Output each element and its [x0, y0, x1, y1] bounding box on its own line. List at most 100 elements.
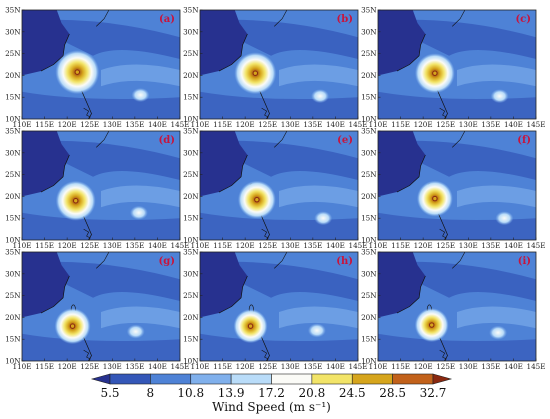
lat-tick-label: 30N: [5, 148, 20, 157]
lat-tick-label: 20N: [5, 192, 20, 201]
lon-tick-label: 120E: [414, 241, 433, 250]
lon-tick-label: 140E: [148, 362, 167, 371]
lat-tick-label: 35N: [5, 127, 20, 136]
lat-tick-label: 35N: [183, 6, 198, 15]
lon-tick-label: 140E: [148, 241, 167, 250]
lon-tick-label: 140E: [326, 362, 345, 371]
coastline: [396, 33, 426, 72]
typhoon-eye: [254, 196, 260, 203]
lat-tick-label: 35N: [5, 248, 20, 257]
wind-band: [279, 306, 358, 329]
philippines-coastline: [83, 228, 91, 239]
lon-tick-label: 115E: [391, 362, 410, 371]
colorbar: 5.5 8 10.8 13.9 17.2 20.8 24.5 28.5 32.7 Wind Spe…: [90, 373, 453, 414]
lon-tick-label: 135E: [125, 241, 144, 250]
lat-tick-label: 10N: [183, 236, 198, 245]
lon-tick-label: 125E: [436, 362, 455, 371]
lat-tick-label: 30N: [5, 269, 20, 278]
lon-tick-label: 115E: [213, 241, 232, 250]
lat-tick-label: 10N: [361, 115, 376, 124]
lon-tick-label: 125E: [80, 241, 99, 250]
land-mass: [200, 131, 248, 197]
lat-tick-label: 15N: [361, 214, 376, 223]
wind-band: [200, 91, 358, 119]
wind-band: [378, 91, 536, 119]
lon-tick-label: 110E: [369, 241, 388, 250]
lon-tick-label: 140E: [148, 120, 167, 129]
wind-band: [378, 333, 536, 361]
lon-tick-label: 135E: [481, 120, 500, 129]
lat-tick-label: 30N: [183, 148, 198, 157]
lat-tick-label: 10N: [5, 357, 20, 366]
philippines-coastline: [261, 228, 269, 239]
japan-coastline: [452, 10, 466, 27]
wind-band: [22, 91, 180, 119]
lon-tick-label: 115E: [35, 241, 54, 250]
lon-tick-label: 125E: [258, 241, 277, 250]
lat-tick-label: 20N: [5, 313, 20, 322]
lat-tick-label: 30N: [183, 269, 198, 278]
secondary-disturbance: [126, 324, 145, 339]
land-mass: [200, 252, 248, 318]
wind-band: [101, 185, 180, 208]
panel-frame: [199, 9, 359, 120]
lat-tick-label: 20N: [183, 71, 198, 80]
lon-tick-label: 115E: [391, 241, 410, 250]
land-mass: [378, 10, 426, 76]
colorbar-level-label: 8: [147, 386, 155, 400]
wind-band: [22, 212, 180, 240]
secondary-disturbance: [307, 323, 326, 338]
lat-tick-label: 25N: [5, 291, 20, 300]
panel-label: (e): [337, 135, 353, 146]
coastline: [218, 154, 248, 193]
lon-tick-label: 120E: [414, 362, 433, 371]
lon-tick-label: 115E: [213, 362, 232, 371]
typhoon-eye: [74, 69, 81, 75]
colorbar-level-label: 20.8: [299, 386, 326, 400]
lat-tick-label: 10N: [183, 357, 198, 366]
secondary-disturbance: [311, 89, 330, 104]
lon-tick-label: 130E: [459, 362, 478, 371]
lon-tick-label: 110E: [13, 362, 32, 371]
lon-tick-label: 130E: [103, 241, 122, 250]
wind-band: [279, 185, 358, 208]
lat-tick-label: 25N: [5, 170, 20, 179]
colorbar-level-label: 24.5: [339, 386, 366, 400]
lon-tick-label: 135E: [481, 362, 500, 371]
lon-tick-label: 125E: [436, 120, 455, 129]
lon-tick-label: 120E: [58, 241, 77, 250]
lon-tick-label: 120E: [236, 241, 255, 250]
lon-tick-label: 120E: [58, 120, 77, 129]
philippines-coastline: [439, 107, 447, 118]
colorbar-segment: [311, 373, 353, 385]
wind-band: [101, 64, 180, 87]
lat-tick-label: 35N: [5, 6, 20, 15]
philippines-coastline: [439, 228, 447, 239]
lon-tick-label: 145E: [349, 362, 368, 371]
panel-frame: [199, 130, 359, 241]
lon-tick-label: 115E: [391, 120, 410, 129]
lon-tick-label: 135E: [125, 120, 144, 129]
lat-tick-label: 25N: [183, 291, 198, 300]
lat-tick-label: 15N: [183, 335, 198, 344]
land-mass: [378, 131, 426, 197]
lat-tick-label: 20N: [5, 71, 20, 80]
panel-frame: [377, 130, 537, 241]
lat-tick-label: 15N: [183, 93, 198, 102]
lon-tick-label: 135E: [481, 241, 500, 250]
coastline: [40, 154, 70, 193]
lon-tick-label: 140E: [504, 120, 523, 129]
lon-tick-label: 125E: [436, 241, 455, 250]
lon-tick-label: 120E: [414, 120, 433, 129]
typhoon-eye: [73, 198, 79, 204]
coastline: [218, 33, 248, 72]
lat-tick-label: 10N: [361, 236, 376, 245]
japan-coastline: [96, 10, 110, 27]
lon-tick-label: 130E: [281, 241, 300, 250]
panel-label: (i): [518, 256, 531, 267]
